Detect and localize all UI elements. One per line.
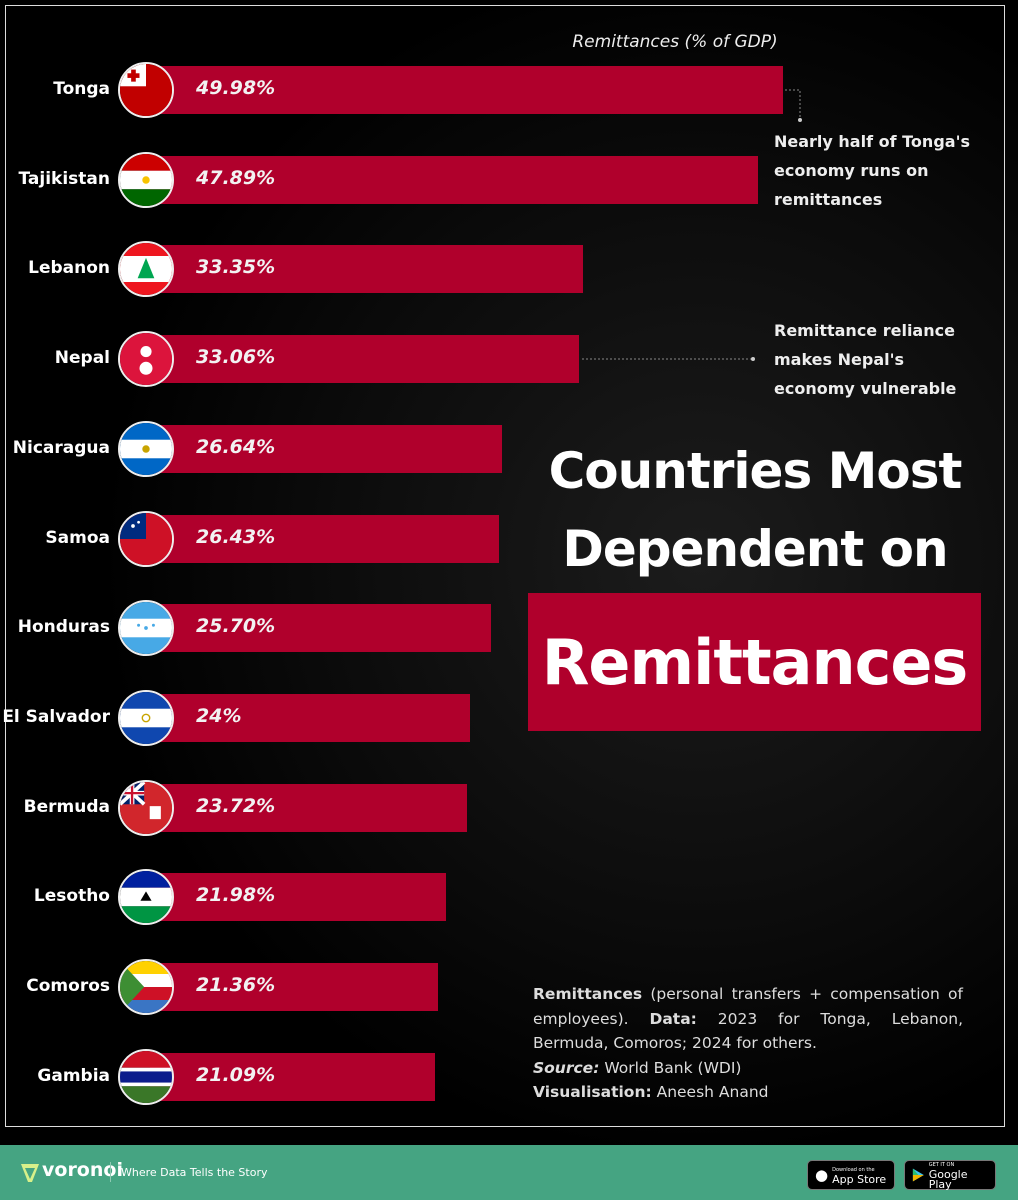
bar-gambia xyxy=(150,1052,436,1101)
value-label-nepal: 33.06% xyxy=(196,346,276,369)
category-label-tonga: Tonga xyxy=(53,79,110,99)
flag-lebanon-icon xyxy=(118,241,174,298)
notes-source-label: Source: xyxy=(533,1058,600,1077)
category-label-lesotho: Lesotho xyxy=(33,886,110,907)
notes-data-label: Data: xyxy=(649,1009,697,1028)
voronoi-logo-icon xyxy=(21,1164,39,1182)
bar-el-salvador xyxy=(150,693,471,742)
annotation-tonga: Nearly half of Tonga's economy runs on r… xyxy=(774,132,970,209)
footer: voronoi Where Data Tells the Story ● Dow… xyxy=(0,1145,1018,1200)
bar-lebanon xyxy=(150,245,583,294)
value-label-gambia: 21.09% xyxy=(196,1063,276,1086)
flag-nicaragua-icon xyxy=(118,420,174,477)
category-label-el-salvador: El Salvador xyxy=(2,706,110,727)
category-label-lebanon: Lebanon xyxy=(28,258,110,279)
value-label-samoa: 26.43% xyxy=(196,525,276,548)
frame-border xyxy=(5,5,1005,1127)
bar-samoa xyxy=(150,514,500,563)
value-label-tonga: 49.98% xyxy=(196,77,276,99)
flag-tonga-icon xyxy=(118,62,174,118)
title-line-1: Countries Most xyxy=(548,442,963,500)
app-store-button[interactable]: ● Download on the App Store xyxy=(807,1160,895,1190)
value-label-tajikistan: 47.89% xyxy=(196,166,276,189)
flag-honduras-icon xyxy=(118,600,174,657)
bar-bermuda xyxy=(150,783,467,832)
notes-data-text: 2023 for Tonga, Lebanon, Bermuda, Comoro… xyxy=(533,1009,963,1053)
category-label-nepal: Nepal xyxy=(54,348,110,369)
notes-remittances-text: (personal transfers + compensation of em… xyxy=(533,985,963,1028)
title-line-2: Dependent on xyxy=(562,520,948,578)
axis-title: Remittances (% of GDP) xyxy=(572,32,778,52)
google-label: Google Play xyxy=(928,1168,968,1191)
value-label-comoros: 21.36% xyxy=(196,974,276,996)
bar-tajikistan xyxy=(150,155,759,204)
flag-el-salvador-icon xyxy=(118,689,174,746)
flag-gambia-icon xyxy=(118,1048,174,1105)
flag-nepal-icon xyxy=(118,331,174,388)
value-label-lebanon: 33.35% xyxy=(196,256,276,279)
bar-lesotho xyxy=(150,873,446,922)
flag-tajikistan-icon xyxy=(118,151,174,208)
notes-source-text: World Bank (WDI) xyxy=(599,1058,742,1077)
notes-vis-text: Aneesh Anand xyxy=(651,1083,769,1101)
notes-remittances-label: Remittances xyxy=(533,985,643,1003)
apple-icon: ● xyxy=(815,1166,829,1184)
app-store-label: App Store xyxy=(832,1173,887,1186)
bar-nepal xyxy=(150,335,580,384)
flag-samoa-icon xyxy=(118,510,174,567)
value-label-bermuda: 23.72% xyxy=(196,794,276,817)
google-play-icon xyxy=(912,1168,924,1182)
google-small: GET IT ON xyxy=(928,1162,955,1168)
notes-vis-label: Visualisation: xyxy=(533,1083,652,1101)
brand-name: voronoi xyxy=(42,1159,123,1181)
category-label-bermuda: Bermuda xyxy=(23,796,110,817)
flag-comoros-icon xyxy=(118,959,174,1015)
value-label-nicaragua: 26.64% xyxy=(196,435,276,458)
app-store-small: Download on the xyxy=(832,1167,875,1173)
value-label-honduras: 25.70% xyxy=(196,615,276,638)
flag-lesotho-icon xyxy=(118,869,174,926)
bar-tonga xyxy=(150,66,784,114)
bar-nicaragua xyxy=(150,424,502,473)
category-label-comoros: Comoros xyxy=(26,976,110,996)
category-label-tajikistan: Tajikistan xyxy=(18,168,110,189)
footer-divider xyxy=(110,1162,111,1182)
category-label-gambia: Gambia xyxy=(37,1065,110,1086)
title-highlight: Remittances xyxy=(528,593,981,731)
bar-honduras xyxy=(150,604,491,653)
category-label-samoa: Samoa xyxy=(45,527,110,548)
value-label-lesotho: 21.98% xyxy=(196,884,276,907)
tagline: Where Data Tells the Story xyxy=(121,1166,268,1179)
source-notes: Remittances (personal transfers + compen… xyxy=(533,982,963,1105)
category-label-honduras: Honduras xyxy=(17,617,110,638)
google-play-button[interactable]: GET IT ON Google Play xyxy=(904,1160,996,1190)
bar-comoros xyxy=(150,963,439,1011)
category-label-nicaragua: Nicaragua xyxy=(12,437,110,458)
annotation-nepal: Remittance reliance makes Nepal's econom… xyxy=(774,321,957,398)
value-label-el-salvador: 24% xyxy=(196,704,242,727)
